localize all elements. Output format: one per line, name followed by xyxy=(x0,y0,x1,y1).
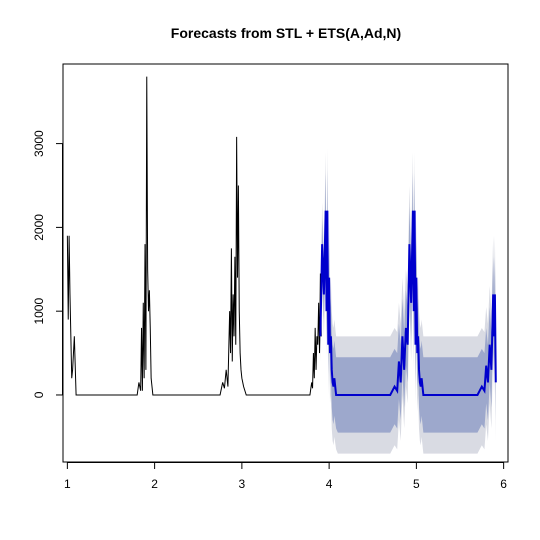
forecast-mean-line xyxy=(319,210,497,396)
chart-title: Forecasts from STL + ETS(A,Ad,N) xyxy=(171,25,401,41)
x-tick-label: 2 xyxy=(151,477,158,491)
y-tick-label: 0 xyxy=(32,391,46,398)
history-line xyxy=(66,76,322,396)
y-tick-label: 3000 xyxy=(32,130,46,157)
y-tick-label: 1000 xyxy=(32,298,46,325)
x-tick-label: 4 xyxy=(326,477,333,491)
x-tick-label: 3 xyxy=(239,477,246,491)
y-tick-label: 2000 xyxy=(32,214,46,241)
x-tick-label: 1 xyxy=(64,477,71,491)
forecast-series xyxy=(319,210,497,396)
history-series xyxy=(66,76,322,396)
x-axis: 1 2 3 4 5 6 xyxy=(64,462,507,491)
y-axis: 0 1000 2000 3000 xyxy=(32,130,63,398)
x-tick-label: 5 xyxy=(413,477,420,491)
x-tick-label: 6 xyxy=(500,477,507,491)
